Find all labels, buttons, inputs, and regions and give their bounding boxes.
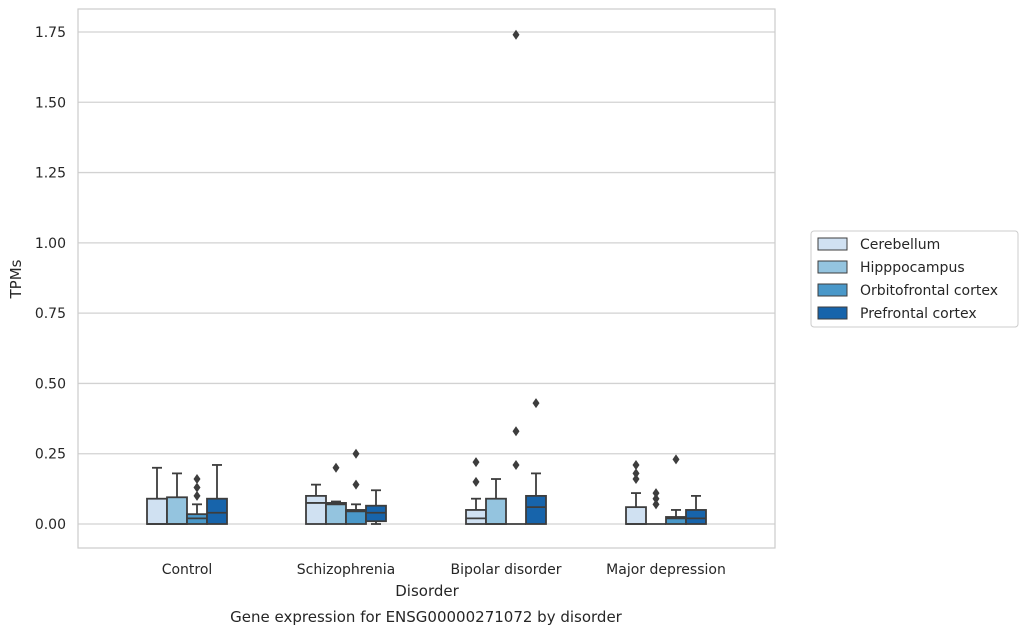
- x-tick-label: Bipolar disorder: [450, 562, 561, 578]
- outlier-point: [632, 459, 640, 470]
- box-cerebellum: [465, 457, 487, 525]
- outlier-point: [532, 398, 540, 409]
- box-cerebellum: [305, 483, 327, 525]
- box-hipppocampus: [166, 472, 188, 525]
- outlier-point: [193, 474, 201, 485]
- box-orbitofrontal-cortex: [665, 454, 687, 525]
- box: [305, 494, 327, 525]
- box-orbitofrontal-cortex: [506, 29, 526, 525]
- legend-swatch: [817, 237, 848, 251]
- box-cerebellum: [625, 459, 647, 525]
- legend-frame: [810, 230, 1019, 328]
- outlier-point: [652, 493, 660, 504]
- box: [325, 502, 347, 525]
- plot-frame: [77, 8, 776, 549]
- x-axis-label: Disorder: [395, 582, 459, 600]
- chart-caption: Gene expression for ENSG00000271072 by d…: [230, 608, 623, 626]
- y-tick-label: 0.25: [35, 447, 66, 463]
- outlier-point: [193, 490, 201, 501]
- y-tick-label: 0.50: [35, 376, 66, 392]
- x-tick-label: Control: [162, 562, 213, 578]
- box: [206, 497, 228, 525]
- outlier-point: [352, 479, 360, 490]
- legend-swatch: [817, 283, 848, 297]
- box: [146, 497, 168, 525]
- y-tick-label: 1.50: [35, 95, 66, 111]
- y-tick-label: 0.75: [35, 306, 66, 322]
- outlier-point: [332, 462, 340, 473]
- x-tick-label: Major depression: [606, 562, 726, 578]
- box-prefrontal-cortex: [365, 489, 387, 525]
- box-cerebellum: [146, 466, 168, 525]
- grid-lines: [78, 31, 775, 525]
- legend-swatch: [817, 260, 848, 274]
- outlier-point: [672, 454, 680, 465]
- outlier-point: [472, 457, 480, 468]
- box-orbitofrontal-cortex: [186, 474, 208, 525]
- outlier-point: [652, 488, 660, 499]
- box: [525, 494, 547, 525]
- outlier-point: [472, 476, 480, 487]
- box-orbitofrontal-cortex: [345, 448, 367, 525]
- outlier-point: [652, 499, 660, 510]
- outlier-point: [512, 426, 520, 437]
- legend-label: Cerebellum: [860, 237, 940, 253]
- outlier-point: [632, 474, 640, 485]
- x-tick-label: Schizophrenia: [297, 562, 395, 578]
- legend: Cerebellum Hipppocampus Orbitofrontal cort…: [810, 230, 1019, 328]
- legend-label: Prefrontal cortex: [860, 306, 977, 322]
- box-prefrontal-cortex: [685, 494, 707, 525]
- outlier-point: [512, 29, 520, 40]
- outlier-point: [193, 482, 201, 493]
- box: [685, 509, 707, 525]
- box: [166, 496, 188, 525]
- legend-label: Orbitofrontal cortex: [860, 283, 998, 299]
- box: [485, 497, 507, 525]
- outlier-point: [632, 468, 640, 479]
- y-tick-label: 0.00: [35, 517, 66, 533]
- box-prefrontal-cortex: [206, 464, 228, 525]
- y-axis-label: TPMs: [7, 259, 25, 299]
- x-tick-labels: Control Schizophrenia Bipolar disorder Majo…: [162, 562, 726, 578]
- outlier-point: [512, 459, 520, 470]
- legend-swatch: [817, 306, 848, 320]
- y-tick-label: 1.00: [35, 236, 66, 252]
- box: [465, 509, 487, 525]
- box-hipppocampus: [646, 488, 666, 525]
- boxplots: [146, 29, 707, 525]
- y-tick-label: 1.25: [35, 166, 66, 182]
- outlier-point: [352, 448, 360, 459]
- box-hipppocampus: [485, 478, 507, 525]
- box-hipppocampus: [325, 462, 347, 525]
- y-tick-label: 1.75: [35, 25, 66, 41]
- box: [625, 506, 647, 525]
- legend-label: Hipppocampus: [860, 260, 965, 276]
- y-tick-labels: 0.00 0.25 0.50 0.75 1.00 1.25 1.50 1.75: [35, 25, 66, 533]
- box-prefrontal-cortex: [525, 398, 547, 525]
